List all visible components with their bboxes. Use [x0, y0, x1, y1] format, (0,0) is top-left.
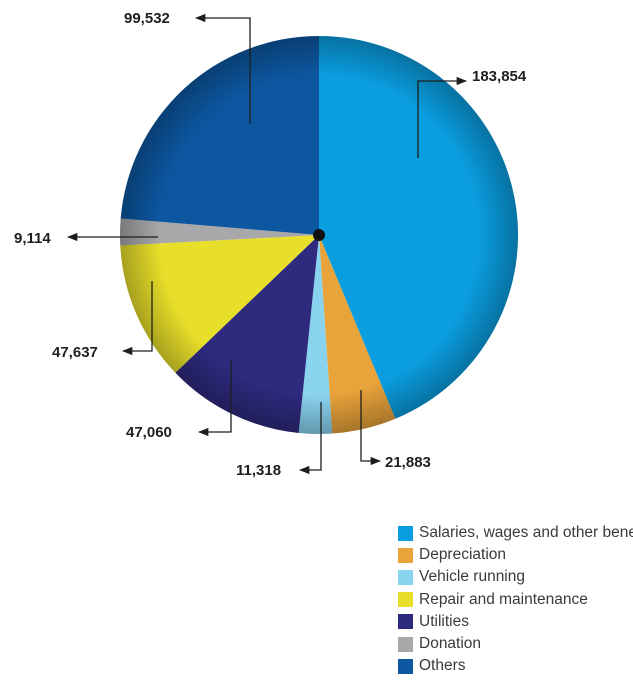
legend: Salaries, wages and other benefits Depre… [398, 522, 633, 677]
legend-item-others: Others [398, 655, 633, 677]
legend-swatch-utilities [398, 614, 413, 630]
pie-center-dot [313, 229, 325, 241]
legend-item-vehicle-running: Vehicle running [398, 566, 633, 588]
legend-swatch-salaries [398, 525, 413, 541]
value-label-depreciation: 21,883 [385, 454, 431, 471]
leader-line-repair-maintenance [121, 281, 153, 356]
leader-lines [66, 13, 468, 475]
legend-swatch-others [398, 658, 413, 674]
leader-line-salaries [417, 76, 468, 158]
pie-chart: 183,854 21,883 11,318 47,637 47,060 9,11… [14, 10, 527, 479]
pie-slice-others [120, 36, 319, 235]
legend-swatch-vehicle-running [398, 569, 413, 585]
legend-label-donation: Donation [419, 635, 482, 653]
value-label-others: 99,532 [124, 10, 170, 27]
legend-swatch-donation [398, 636, 413, 652]
leader-line-others [194, 13, 251, 124]
leader-line-vehicle-running [298, 402, 322, 475]
legend-item-donation: Donation [398, 633, 633, 655]
legend-label-repair-maintenance: Repair and maintenance [419, 590, 588, 608]
value-label-salaries: 183,854 [472, 68, 527, 85]
legend-item-utilities: Utilities [398, 611, 633, 633]
legend-label-utilities: Utilities [419, 612, 469, 630]
legend-swatch-repair-maintenance [398, 592, 413, 608]
value-label-vehicle-running: 11,318 [236, 462, 281, 479]
legend-swatch-depreciation [398, 547, 413, 563]
legend-item-repair-maintenance: Repair and maintenance [398, 589, 633, 611]
legend-label-vehicle-running: Vehicle running [419, 568, 525, 586]
legend-label-depreciation: Depreciation [419, 546, 507, 564]
leader-line-utilities [197, 360, 232, 437]
value-label-repair-maintenance: 47,637 [52, 344, 98, 361]
legend-item-depreciation: Depreciation [398, 544, 633, 566]
legend-label-others: Others [419, 657, 466, 675]
legend-item-salaries: Salaries, wages and other benefits [398, 522, 633, 544]
legend-label-salaries: Salaries, wages and other benefits [419, 524, 633, 542]
value-label-donation: 9,114 [14, 230, 51, 247]
value-label-utilities: 47,060 [126, 424, 172, 441]
leader-line-depreciation [360, 390, 382, 466]
